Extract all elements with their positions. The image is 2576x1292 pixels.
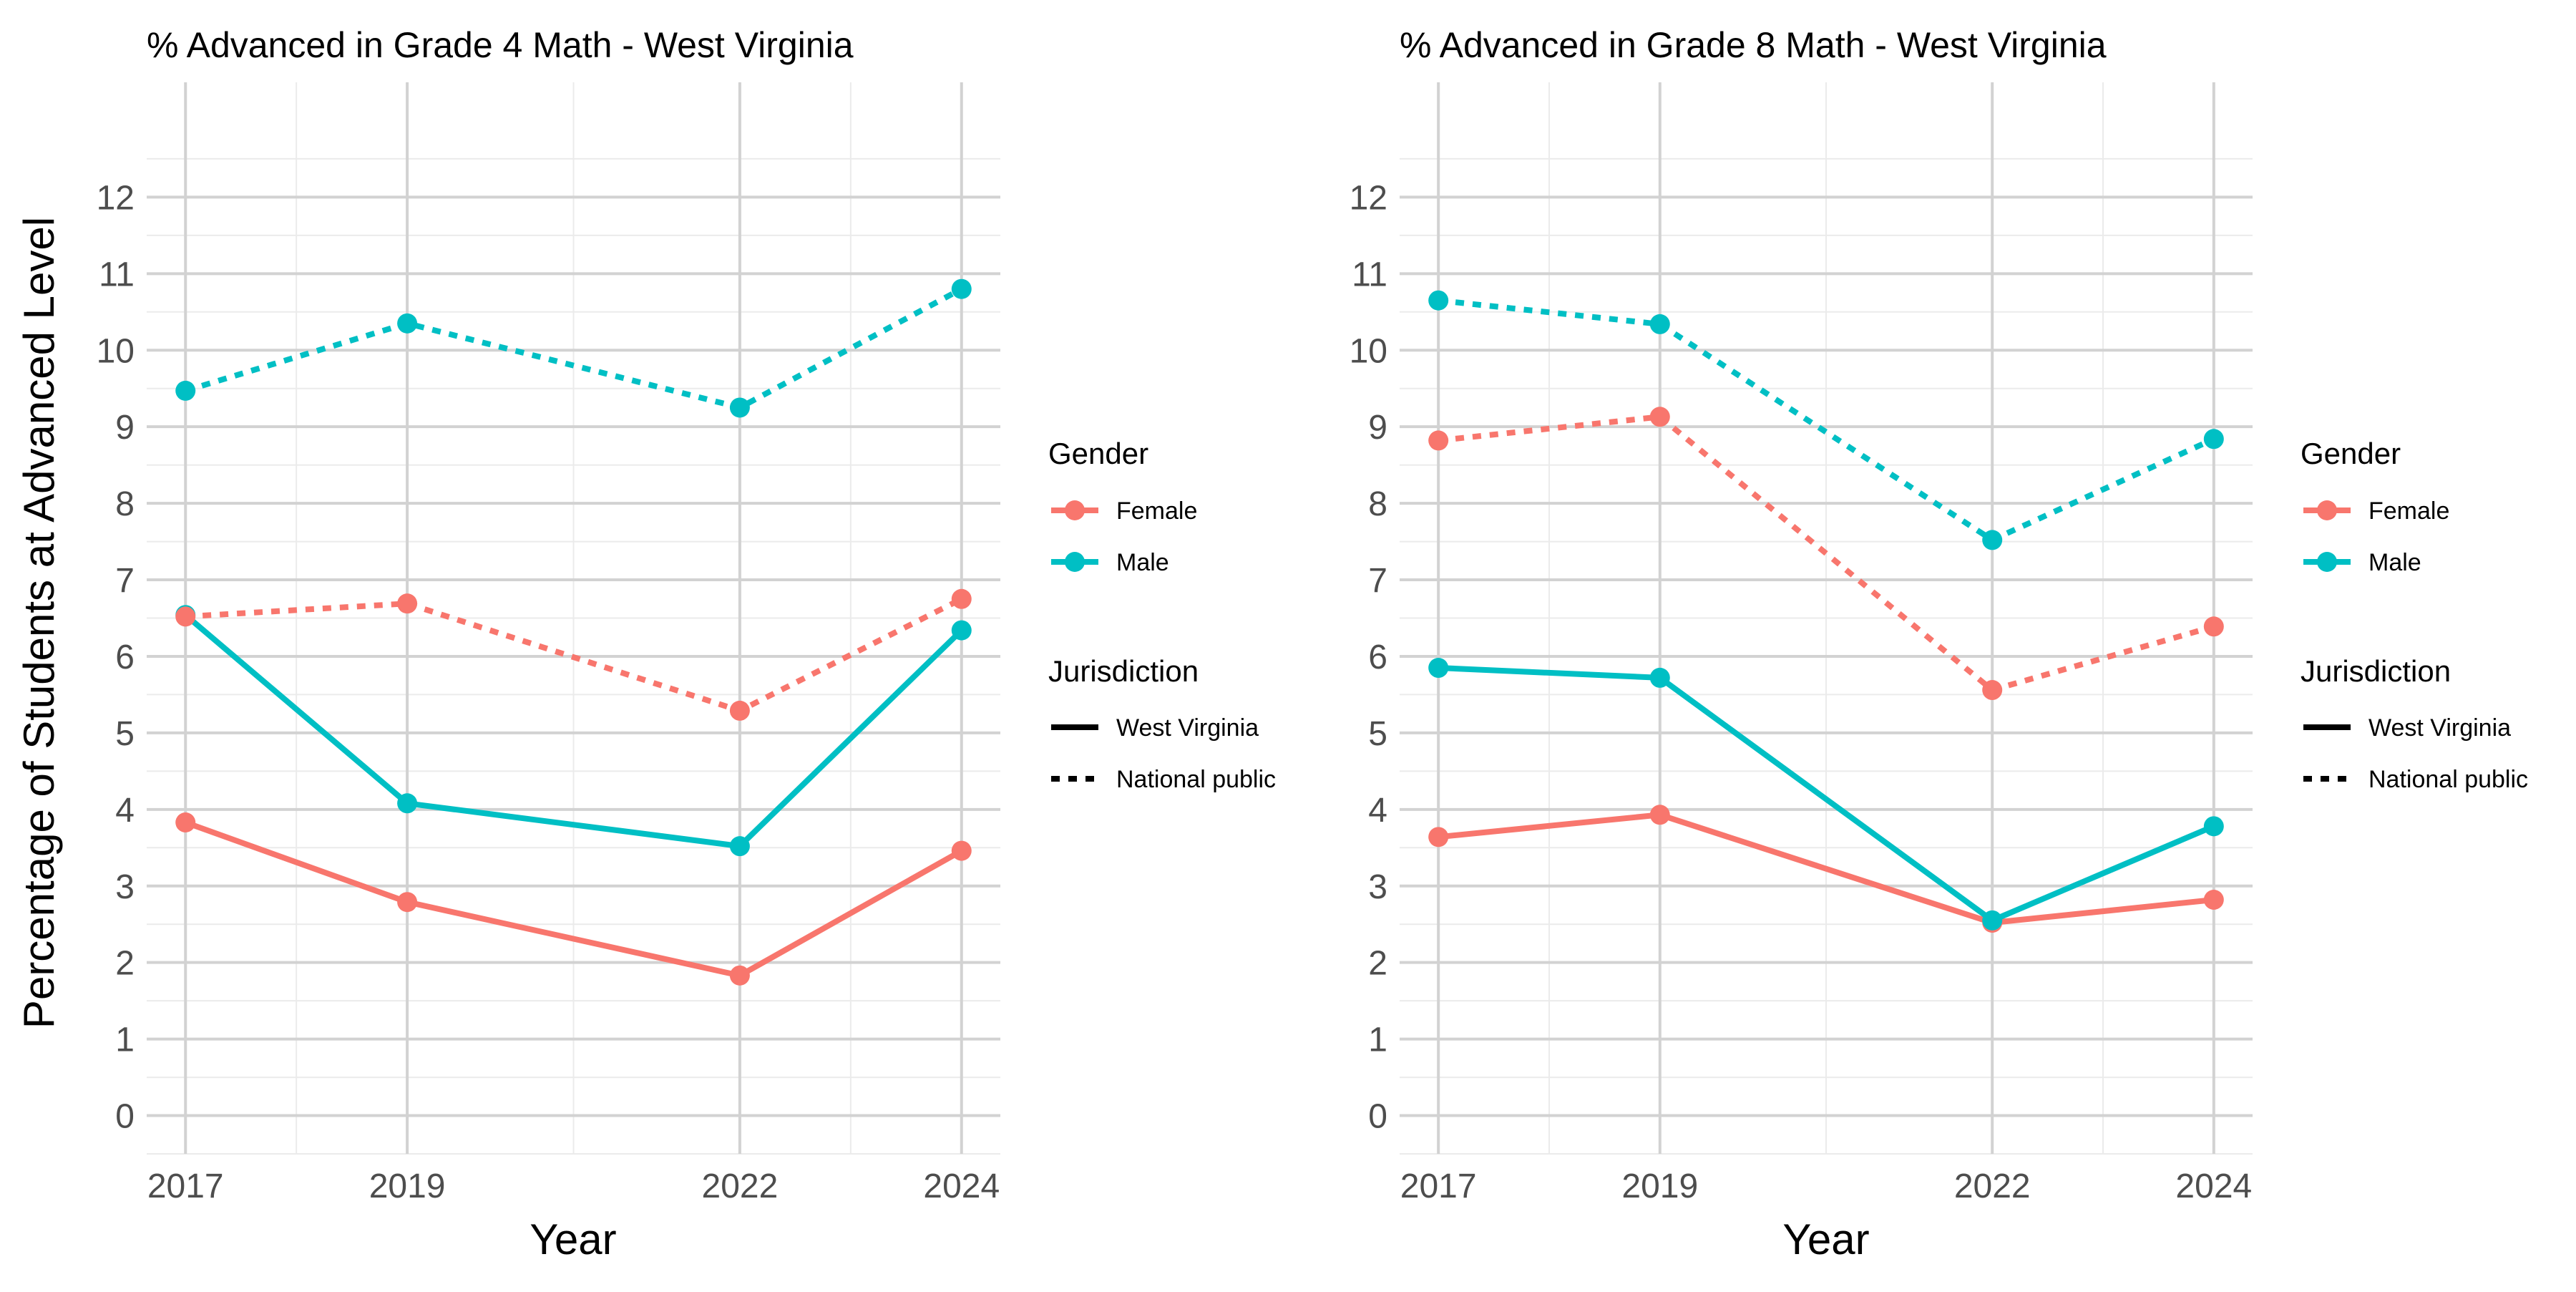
data-point-female [729,700,750,721]
data-point-male [397,313,418,334]
legend-label: West Virginia [1116,714,1259,742]
x-tick-label: 2017 [1400,1167,1477,1205]
y-tick-label: 11 [99,256,135,293]
data-point-male [729,397,750,418]
y-tick-label: 10 [1350,332,1387,370]
legend-title-gender: Gender [2301,437,2401,470]
x-axis-title: Year [530,1215,616,1263]
legend-key-point [2317,552,2337,572]
data-point-male [951,278,972,299]
series-line-female-west-virginia [184,820,963,978]
x-tick-label: 2022 [702,1167,779,1205]
legend-label: West Virginia [2368,714,2511,742]
data-point-male [1982,530,2003,550]
y-tick-label: 2 [1368,945,1387,983]
y-tick-label: 10 [97,332,135,370]
data-point-female [729,965,750,986]
y-tick-label: 6 [115,638,135,676]
data-point-female [175,812,196,832]
legend-label: Male [1116,549,1169,576]
data-point-female [2203,616,2224,637]
y-axis-label: Percentage of Students at Advanced Level [15,217,63,1029]
y-tick-label: 8 [1368,485,1387,523]
y-tick-label: 7 [115,562,135,600]
data-point-female [1649,805,1670,825]
x-axis-title: Year [1782,1215,1869,1263]
data-point-male [175,380,196,401]
data-point-female [1428,827,1449,847]
series-line-male-west-virginia [183,613,964,850]
x-tick-label: 2019 [1621,1167,1698,1205]
series-line-female-national-public [1438,414,2215,693]
y-tick-label: 2 [115,945,135,983]
y-tick-label: 9 [1368,409,1387,447]
y-tick-label: 12 [97,179,135,217]
x-tick-label: 2024 [2175,1167,2252,1205]
series-line-male-national-public [185,286,963,411]
data-point-male [2203,816,2224,837]
legend-label: National public [1116,766,1276,793]
chart-title: % Advanced in Grade 4 Math - West Virgin… [147,25,854,65]
data-point-male [951,620,972,641]
x-tick-label: 2024 [923,1167,1000,1205]
chart-title: % Advanced in Grade 8 Math - West Virgin… [1400,25,2107,65]
data-point-female [951,840,972,861]
data-point-male [1649,667,1670,688]
x-tick-label: 2022 [1954,1167,2031,1205]
series-line-female-national-public [185,596,963,714]
y-tick-label: 12 [1350,179,1387,217]
data-point-female [2203,889,2224,910]
data-point-male [1428,658,1449,679]
y-tick-label: 3 [1368,868,1387,906]
y-tick-label: 0 [115,1098,135,1136]
data-point-female [397,593,418,614]
data-point-female [1982,680,2003,701]
legend-label: National public [2368,766,2528,793]
y-tick-label: 6 [1368,638,1387,676]
y-tick-label: 4 [115,792,135,830]
data-point-male [1982,910,2003,931]
legend-label: Female [1116,497,1197,525]
legend-label: Female [2368,497,2449,525]
y-tick-label: 5 [115,715,135,753]
x-tick-label: 2017 [147,1167,224,1205]
series-line-female-west-virginia [1438,812,2215,926]
legend: Gender Female Male Jurisdiction West Virgini… [2301,437,2528,793]
y-tick-label: 4 [1368,792,1387,830]
legend: Gender Female Male Jurisdiction West Virgini… [1048,437,1276,793]
legend-key-point [1065,500,1085,520]
x-tick-label: 2019 [369,1167,446,1205]
series-line-male-national-public [1438,297,2215,543]
legend-title-jurisdiction: Jurisdiction [1048,654,1199,688]
data-point-male [1428,290,1449,311]
legend-title-jurisdiction: Jurisdiction [2301,654,2451,688]
y-tick-label: 1 [1368,1021,1387,1059]
series-line-male-west-virginia [1438,665,2215,923]
data-point-male [2203,429,2224,450]
y-tick-label: 8 [115,485,135,523]
y-tick-label: 7 [1368,562,1387,600]
y-tick-label: 0 [1368,1098,1387,1136]
legend-key-point [1065,552,1085,572]
y-tick-label: 1 [115,1021,135,1059]
y-tick-label: 9 [115,409,135,447]
y-tick-label: 11 [1352,256,1387,293]
data-point-female [1649,407,1670,427]
legend-key-point [2317,500,2337,520]
data-point-male [397,793,418,814]
data-point-female [397,892,418,913]
y-tick-label: 3 [115,868,135,906]
y-tick-label: 5 [1368,715,1387,753]
data-point-female [951,588,972,609]
legend-label: Male [2368,549,2421,576]
data-point-male [729,836,750,857]
data-point-female [175,606,196,627]
legend-title-gender: Gender [1048,437,1148,470]
data-point-female [1428,430,1449,451]
data-point-male [1649,314,1670,334]
